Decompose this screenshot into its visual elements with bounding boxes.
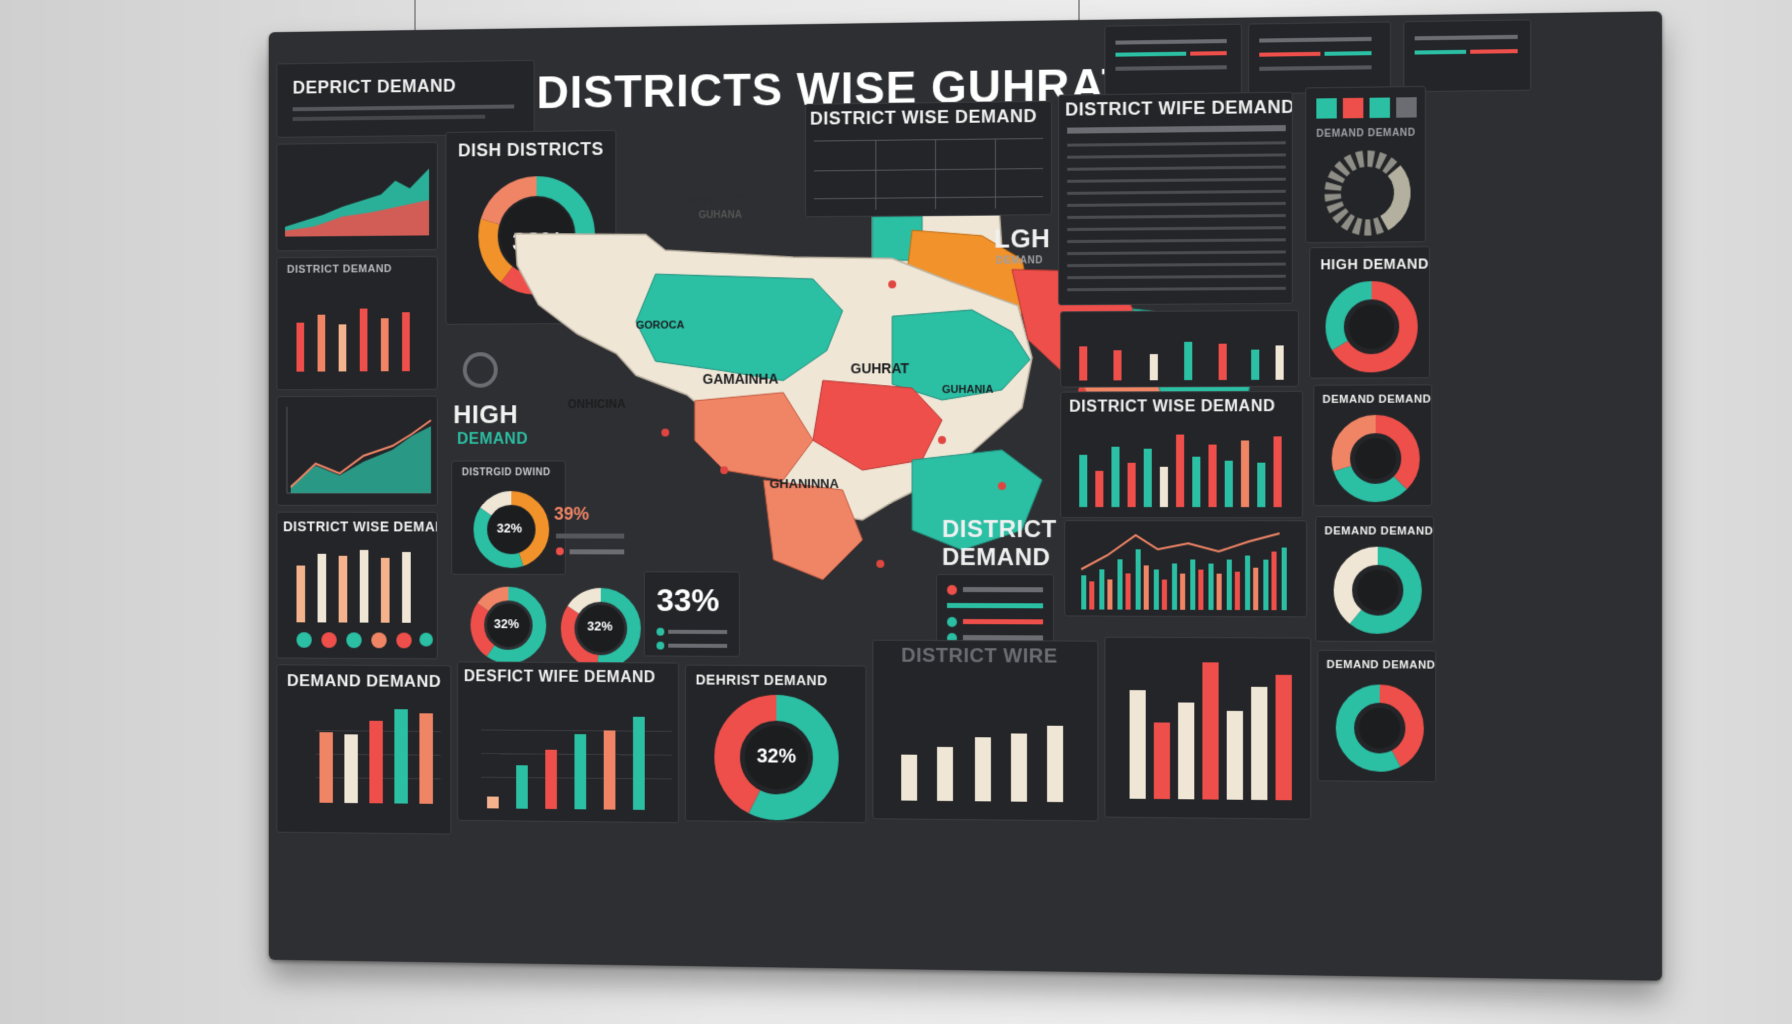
dwfd-table-panel: DISTRICT WIFE DEMAND (1058, 91, 1293, 306)
district-demand-label-1: DISTRICT (942, 515, 1057, 544)
map-label-guhania: GUHANIA (942, 383, 994, 397)
map-label-onhicina: ONHICINA (567, 397, 626, 412)
right-top-title: DEMAND DEMAND (1316, 127, 1416, 140)
legend-dot-teal (296, 632, 312, 648)
dwd-bottom-bars (481, 710, 673, 810)
map-label-ghaninna: GHANINNA (769, 476, 839, 492)
dwd-bottom-title: DESFICT WIFE DEMAND (463, 668, 656, 687)
dehrist-panel: DEHRIST DEMAND 32% (684, 664, 867, 824)
map-title: DISTRICTS (682, 191, 761, 210)
line-bars-right-chart (1077, 529, 1287, 611)
dehrist-donut (707, 688, 845, 824)
area-chart-panel (276, 141, 438, 252)
high-demand-right-panel: HIGH DEMAND (1309, 246, 1431, 379)
map-label-gamainha: GAMAINHA (702, 370, 779, 387)
hanging-wire-right (1078, 0, 1080, 30)
header-left-panel: DEPRICT DEMAND (276, 59, 535, 138)
map-subtitle: GUHANA (698, 209, 742, 222)
dehrist-title: DEHRIST DEMAND (695, 671, 828, 689)
demand-r3-donut (1331, 679, 1429, 777)
small-donut-2 (465, 581, 552, 670)
left-district-demand-panel: DISTRICT DEMAND (276, 255, 438, 391)
top-stats-panel-3 (1403, 19, 1532, 93)
demand-r2-title: DEMAND DEMAND (1324, 525, 1434, 538)
line-chart (287, 407, 431, 496)
dwd-right-bars (1075, 426, 1294, 508)
demand-r1-title: DEMAND DEMAND (1322, 393, 1432, 406)
demand-r3-title: DEMAND DEMAND (1326, 658, 1436, 672)
demand-r2-panel: DEMAND DEMAND (1315, 516, 1435, 643)
high-demand-right-donut (1320, 276, 1422, 378)
legend-dot-coral-2 (396, 632, 412, 649)
header-left-subtext (292, 104, 515, 112)
dwd-bottom-panel: DESFICT WIFE DEMAND (457, 661, 680, 824)
dwfd-title: DISTRICT WIFE DEMAND (1065, 96, 1293, 120)
demand-demand-panel: DEMAND DEMAND (276, 664, 452, 835)
mid-right-bars-panel (1060, 309, 1299, 388)
district-wire-title: DISTRICT WIRE (901, 644, 1058, 668)
dehrist-pct: 32% (756, 745, 797, 768)
legend-dot-coral (321, 632, 337, 648)
demand-r1-donut (1327, 410, 1425, 506)
big-bars-panel (1104, 636, 1312, 820)
header-left-title: DEPRICT DEMAND (292, 75, 457, 98)
left-district-demand-bars (293, 292, 427, 372)
legend-dot-salmon (371, 632, 387, 649)
demand-r2-donut (1329, 542, 1427, 640)
top-stats-panel-1 (1104, 23, 1242, 97)
area-chart (285, 168, 430, 237)
left-dwd-panel: DISTRICT WISE DEMAND (276, 511, 438, 660)
dashboard-board: DEPRICT DEMAND DISTRICTS WISE GUHRAT DIS… (268, 11, 1663, 981)
line-chart-panel (276, 395, 438, 506)
district-demand-label-2: DEMAND (942, 543, 1051, 572)
left-district-demand-title: DISTRICT DEMAND (286, 263, 393, 276)
lgh-label: LGH (993, 223, 1051, 254)
mid-right-bars (1073, 321, 1290, 381)
small-donut-3 (554, 581, 648, 676)
legend-dot-teal-3 (419, 632, 433, 647)
mid-donut-panel: DISTRGID DWIND 32% (451, 460, 566, 576)
mid-donut (468, 485, 555, 574)
dwd-right-panel: DISTRICT WISE DEMAND (1060, 390, 1304, 519)
map-label-goroca: GOROCA (635, 319, 685, 332)
demand-demand-bars (315, 709, 441, 804)
district-wire-bars (897, 711, 1077, 803)
dwd-right-title: DISTRICT WISE DEMAND (1069, 397, 1276, 416)
top-stats-panel-2 (1248, 21, 1392, 95)
dwd-table-panel: DISTRICT WISE DEMAND (805, 100, 1053, 218)
map-label-guhrat: GUHRAT (850, 360, 909, 377)
left-dwd-title: DISTRICT WISE DEMAND (283, 518, 438, 535)
right-top-panel: DEMAND DEMAND (1305, 85, 1426, 244)
lgh-sub: DEMAND (995, 255, 1043, 267)
legend-dot-teal-2 (346, 632, 362, 649)
line-bars-right-panel (1064, 520, 1308, 618)
header-left-subtext-2 (292, 114, 486, 122)
demand-demand-title: DEMAND DEMAND (286, 671, 442, 691)
demand-r1-panel: DEMAND DEMAND (1313, 384, 1433, 507)
dwd-table-title: DISTRICT WISE DEMAND (809, 105, 1038, 129)
demand-r3-panel: DEMAND DEMAND (1317, 649, 1437, 783)
high-demand-right-title: HIGH DEMAND (1320, 255, 1429, 273)
right-top-ring (1318, 144, 1416, 242)
district-wire-panel: DISTRICT WIRE (872, 639, 1099, 822)
left-dwd-bars (293, 544, 427, 623)
big-bars (1126, 658, 1305, 801)
